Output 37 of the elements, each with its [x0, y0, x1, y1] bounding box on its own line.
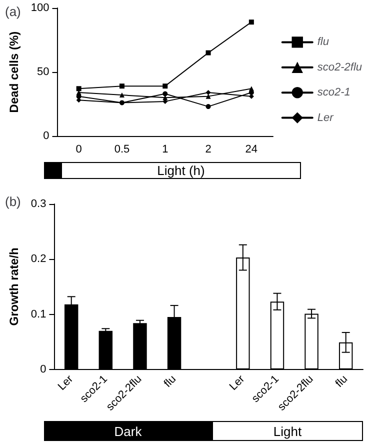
text: Light: [212, 421, 363, 441]
chart-title: (b): [5, 194, 21, 209]
y-tick-label: 0: [43, 130, 50, 142]
point: [206, 104, 211, 110]
x-tick-label: flu: [333, 373, 350, 390]
x-tick-label: flu: [162, 373, 179, 390]
y-tick-label: 0.2: [30, 253, 46, 266]
y-axis-title: Dead cells (%): [7, 31, 21, 113]
point: [162, 84, 168, 89]
point: [206, 50, 211, 56]
legend-label: sco2-2flu: [317, 61, 362, 74]
x-tick-label: 2: [205, 144, 212, 156]
y-tick-label: 100: [30, 2, 50, 14]
y-tick-label: 0.1: [30, 308, 46, 320]
point: [248, 20, 254, 25]
point: [162, 91, 168, 96]
legend-label: flu: [317, 36, 329, 48]
legend-label: sco2-1: [317, 86, 350, 99]
x-tick-label: 0.5: [114, 144, 130, 156]
point: [206, 90, 211, 95]
x-tick-label: 0: [76, 144, 82, 156]
y-tick-label: 0: [40, 363, 46, 376]
y-tick-label: 50: [37, 66, 50, 78]
y-tick-label: 0.3: [30, 198, 46, 210]
point: [119, 84, 124, 89]
x-tick-label: 1: [162, 144, 168, 156]
chart-title: (a): [5, 4, 21, 19]
point: [119, 92, 124, 98]
x-tick-label: Ler: [227, 372, 248, 393]
point: [76, 86, 82, 92]
y-axis-title: Growth rate/h: [7, 248, 21, 326]
x-axis-title: Light (h): [156, 163, 205, 178]
x-tick-label: 24: [245, 144, 258, 156]
x-tick-label: Ler: [56, 372, 76, 393]
light-period-strip: Light (h): [44, 162, 301, 179]
legend-label: Ler: [317, 112, 335, 124]
text: Dark: [44, 421, 212, 441]
